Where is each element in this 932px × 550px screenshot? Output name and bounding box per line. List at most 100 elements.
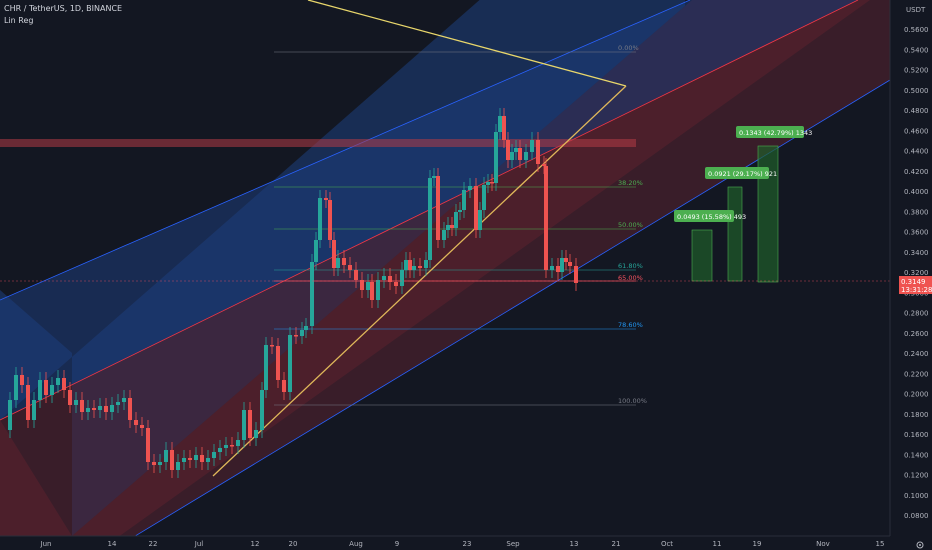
candle-body	[332, 240, 336, 268]
channel-top-line	[0, 0, 691, 301]
price-tick-label: 0.1200	[904, 472, 929, 480]
candle-body	[164, 450, 168, 462]
candle-body	[182, 458, 186, 462]
time-tick-label: 21	[612, 540, 621, 548]
candle-body	[86, 408, 90, 412]
price-tick-label: 0.5200	[904, 67, 929, 75]
candle-body	[176, 462, 180, 470]
price-axis[interactable]	[890, 0, 932, 536]
time-tick-label: Nov	[816, 540, 830, 548]
candle-body	[432, 176, 436, 178]
candle-body	[494, 132, 498, 183]
price-tick-label: 0.4600	[904, 127, 929, 135]
candle-body	[14, 375, 18, 400]
price-tick-label: 0.3800	[904, 208, 929, 216]
candle-body	[122, 398, 126, 402]
time-tick-label: 19	[753, 540, 762, 548]
fib-label-3: 61.80%	[618, 262, 643, 270]
price-tick-label: 0.2000	[904, 391, 929, 399]
candle-body	[50, 385, 54, 395]
candle-body	[8, 400, 12, 430]
candle-body	[348, 265, 352, 270]
price-tick-label: 0.2800	[904, 310, 929, 318]
gear-icon[interactable]	[916, 541, 924, 549]
current-price-tag[interactable]	[899, 276, 932, 294]
candle-body	[458, 210, 462, 212]
candle-body	[80, 400, 84, 412]
price-tick-label: 0.2600	[904, 330, 929, 338]
candle-body	[382, 276, 386, 280]
candle-body	[400, 270, 404, 286]
fib-label-4: 65.00%	[618, 274, 643, 282]
candle-body	[514, 148, 518, 152]
trendline-ascending[interactable]	[212, 85, 627, 477]
candle-body	[336, 258, 340, 268]
price-tick-label: 0.2200	[904, 370, 929, 378]
time-axis[interactable]	[0, 536, 890, 550]
time-tick-label: Jun	[40, 540, 52, 548]
time-tick-label: 9	[395, 540, 399, 548]
price-tick-label: 0.0800	[904, 512, 929, 520]
price-tick-label: 0.3600	[904, 229, 929, 237]
candlestick-series	[8, 108, 578, 478]
candle-body	[146, 428, 150, 462]
candle-body	[370, 282, 374, 300]
candle-body	[498, 116, 502, 132]
candle-body	[212, 452, 216, 458]
price-tick-label: 0.5000	[904, 87, 929, 95]
candle-body	[74, 400, 78, 405]
candle-body	[524, 152, 528, 160]
price-tick-label: 0.5400	[904, 46, 929, 54]
price-tick-label: 0.4400	[904, 148, 929, 156]
candle-body	[404, 260, 408, 270]
candle-body	[518, 148, 522, 160]
candle-body	[188, 458, 192, 460]
price-tick-label: 0.4200	[904, 168, 929, 176]
candle-body	[32, 400, 36, 420]
candle-body	[26, 385, 30, 420]
price-tick-label: 0.1400	[904, 451, 929, 459]
candle-body	[428, 178, 432, 260]
candle-body	[134, 420, 138, 425]
candle-body	[568, 262, 572, 266]
candle-body	[542, 164, 546, 166]
candle-body	[116, 402, 120, 405]
candle-body	[462, 190, 466, 210]
indicator-label[interactable]: Lin Reg	[4, 16, 34, 25]
fib-label-6: 100.00%	[618, 397, 647, 405]
candle-body	[254, 430, 258, 438]
target-projections[interactable]: 0.0493 (15.58%) 493 0.0921 (29.17%) 921 …	[0, 126, 890, 283]
candle-body	[20, 375, 24, 385]
time-tick-label: Aug	[349, 540, 363, 548]
fib-label-5: 78.60%	[618, 321, 643, 329]
candle-body	[544, 166, 548, 270]
price-tick-label: 0.1800	[904, 411, 929, 419]
candle-body	[242, 410, 246, 440]
candle-body	[260, 390, 264, 430]
candle-body	[300, 330, 304, 336]
candle-body	[450, 225, 454, 228]
candle-body	[318, 198, 322, 240]
trendline-descending[interactable]	[307, 0, 627, 87]
candle-body	[282, 380, 286, 392]
time-tick-label: 23	[463, 540, 472, 548]
price-tick-label: 0.5600	[904, 26, 929, 34]
candle-body	[478, 210, 482, 230]
candle-body	[288, 335, 292, 392]
candle-body	[56, 378, 60, 385]
chart-title[interactable]: CHR / TetherUS, 1D, BINANCE	[4, 4, 123, 13]
price-tick-label: 0.4800	[904, 107, 929, 115]
candle-body	[236, 440, 240, 446]
candle-body	[194, 455, 198, 460]
candle-body	[218, 448, 222, 452]
candle-body	[310, 262, 314, 326]
candle-body	[304, 326, 308, 330]
candle-body	[366, 282, 370, 290]
price-tick-label: 0.4000	[904, 188, 929, 196]
price-tick-label: 0.1000	[904, 492, 929, 500]
candle-body	[436, 176, 440, 240]
candle-body	[486, 182, 490, 185]
candle-body	[446, 225, 450, 230]
candle-body	[556, 266, 560, 272]
